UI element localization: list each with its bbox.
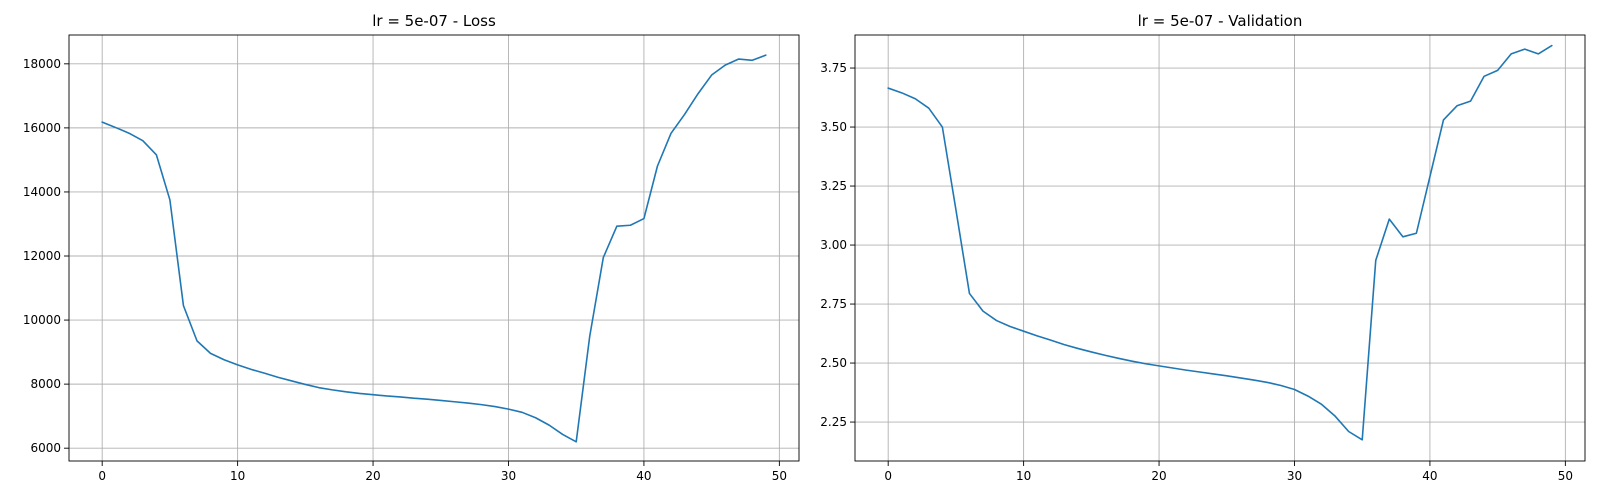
series-line bbox=[887, 44, 1553, 441]
x-tick-label: 50 bbox=[1558, 469, 1573, 483]
y-tick-label: 3.75 bbox=[820, 61, 847, 75]
x-tick-label: 40 bbox=[1422, 469, 1437, 483]
chart-title: lr = 5e-07 - Loss bbox=[372, 12, 496, 30]
chart-panel-1: lr = 5e-07 - Loss 0 10 20 30 40 50 6000 8000 1000… bbox=[23, 12, 800, 483]
axes-frame bbox=[854, 34, 1586, 462]
x-tick-label: 10 bbox=[230, 469, 245, 483]
x-tick-label: 20 bbox=[365, 469, 380, 483]
x-tick-label: 30 bbox=[501, 469, 516, 483]
y-tick-label: 10000 bbox=[23, 313, 61, 327]
y-tick-label: 6000 bbox=[30, 441, 61, 455]
y-tick-label: 14000 bbox=[23, 185, 61, 199]
y-tick-label: 3.50 bbox=[820, 120, 847, 134]
x-tick-label: 50 bbox=[772, 469, 787, 483]
y-tick-label: 18000 bbox=[23, 57, 61, 71]
chart-title: lr = 5e-07 - Validation bbox=[1138, 12, 1303, 30]
series-line bbox=[101, 54, 767, 443]
x-tick-label: 20 bbox=[1151, 469, 1166, 483]
axes-frame bbox=[68, 34, 800, 462]
y-tick-label: 12000 bbox=[23, 249, 61, 263]
x-tick-label: 10 bbox=[1016, 469, 1031, 483]
x-tick-label: 0 bbox=[98, 469, 106, 483]
x-tick-label: 30 bbox=[1287, 469, 1302, 483]
y-tick-label: 3.00 bbox=[820, 238, 847, 252]
y-tick-label: 2.75 bbox=[820, 297, 847, 311]
y-tick-label: 8000 bbox=[30, 377, 61, 391]
x-tick-label: 0 bbox=[884, 469, 892, 483]
chart-panel-2: lr = 5e-07 - Validation 0 10 20 30 40 50 2.25 2.… bbox=[820, 12, 1586, 483]
y-tick-label: 3.25 bbox=[820, 179, 847, 193]
y-tick-label: 2.25 bbox=[820, 415, 847, 429]
y-tick-label: 16000 bbox=[23, 121, 61, 135]
x-tick-label: 40 bbox=[636, 469, 651, 483]
y-tick-label: 2.50 bbox=[820, 356, 847, 370]
